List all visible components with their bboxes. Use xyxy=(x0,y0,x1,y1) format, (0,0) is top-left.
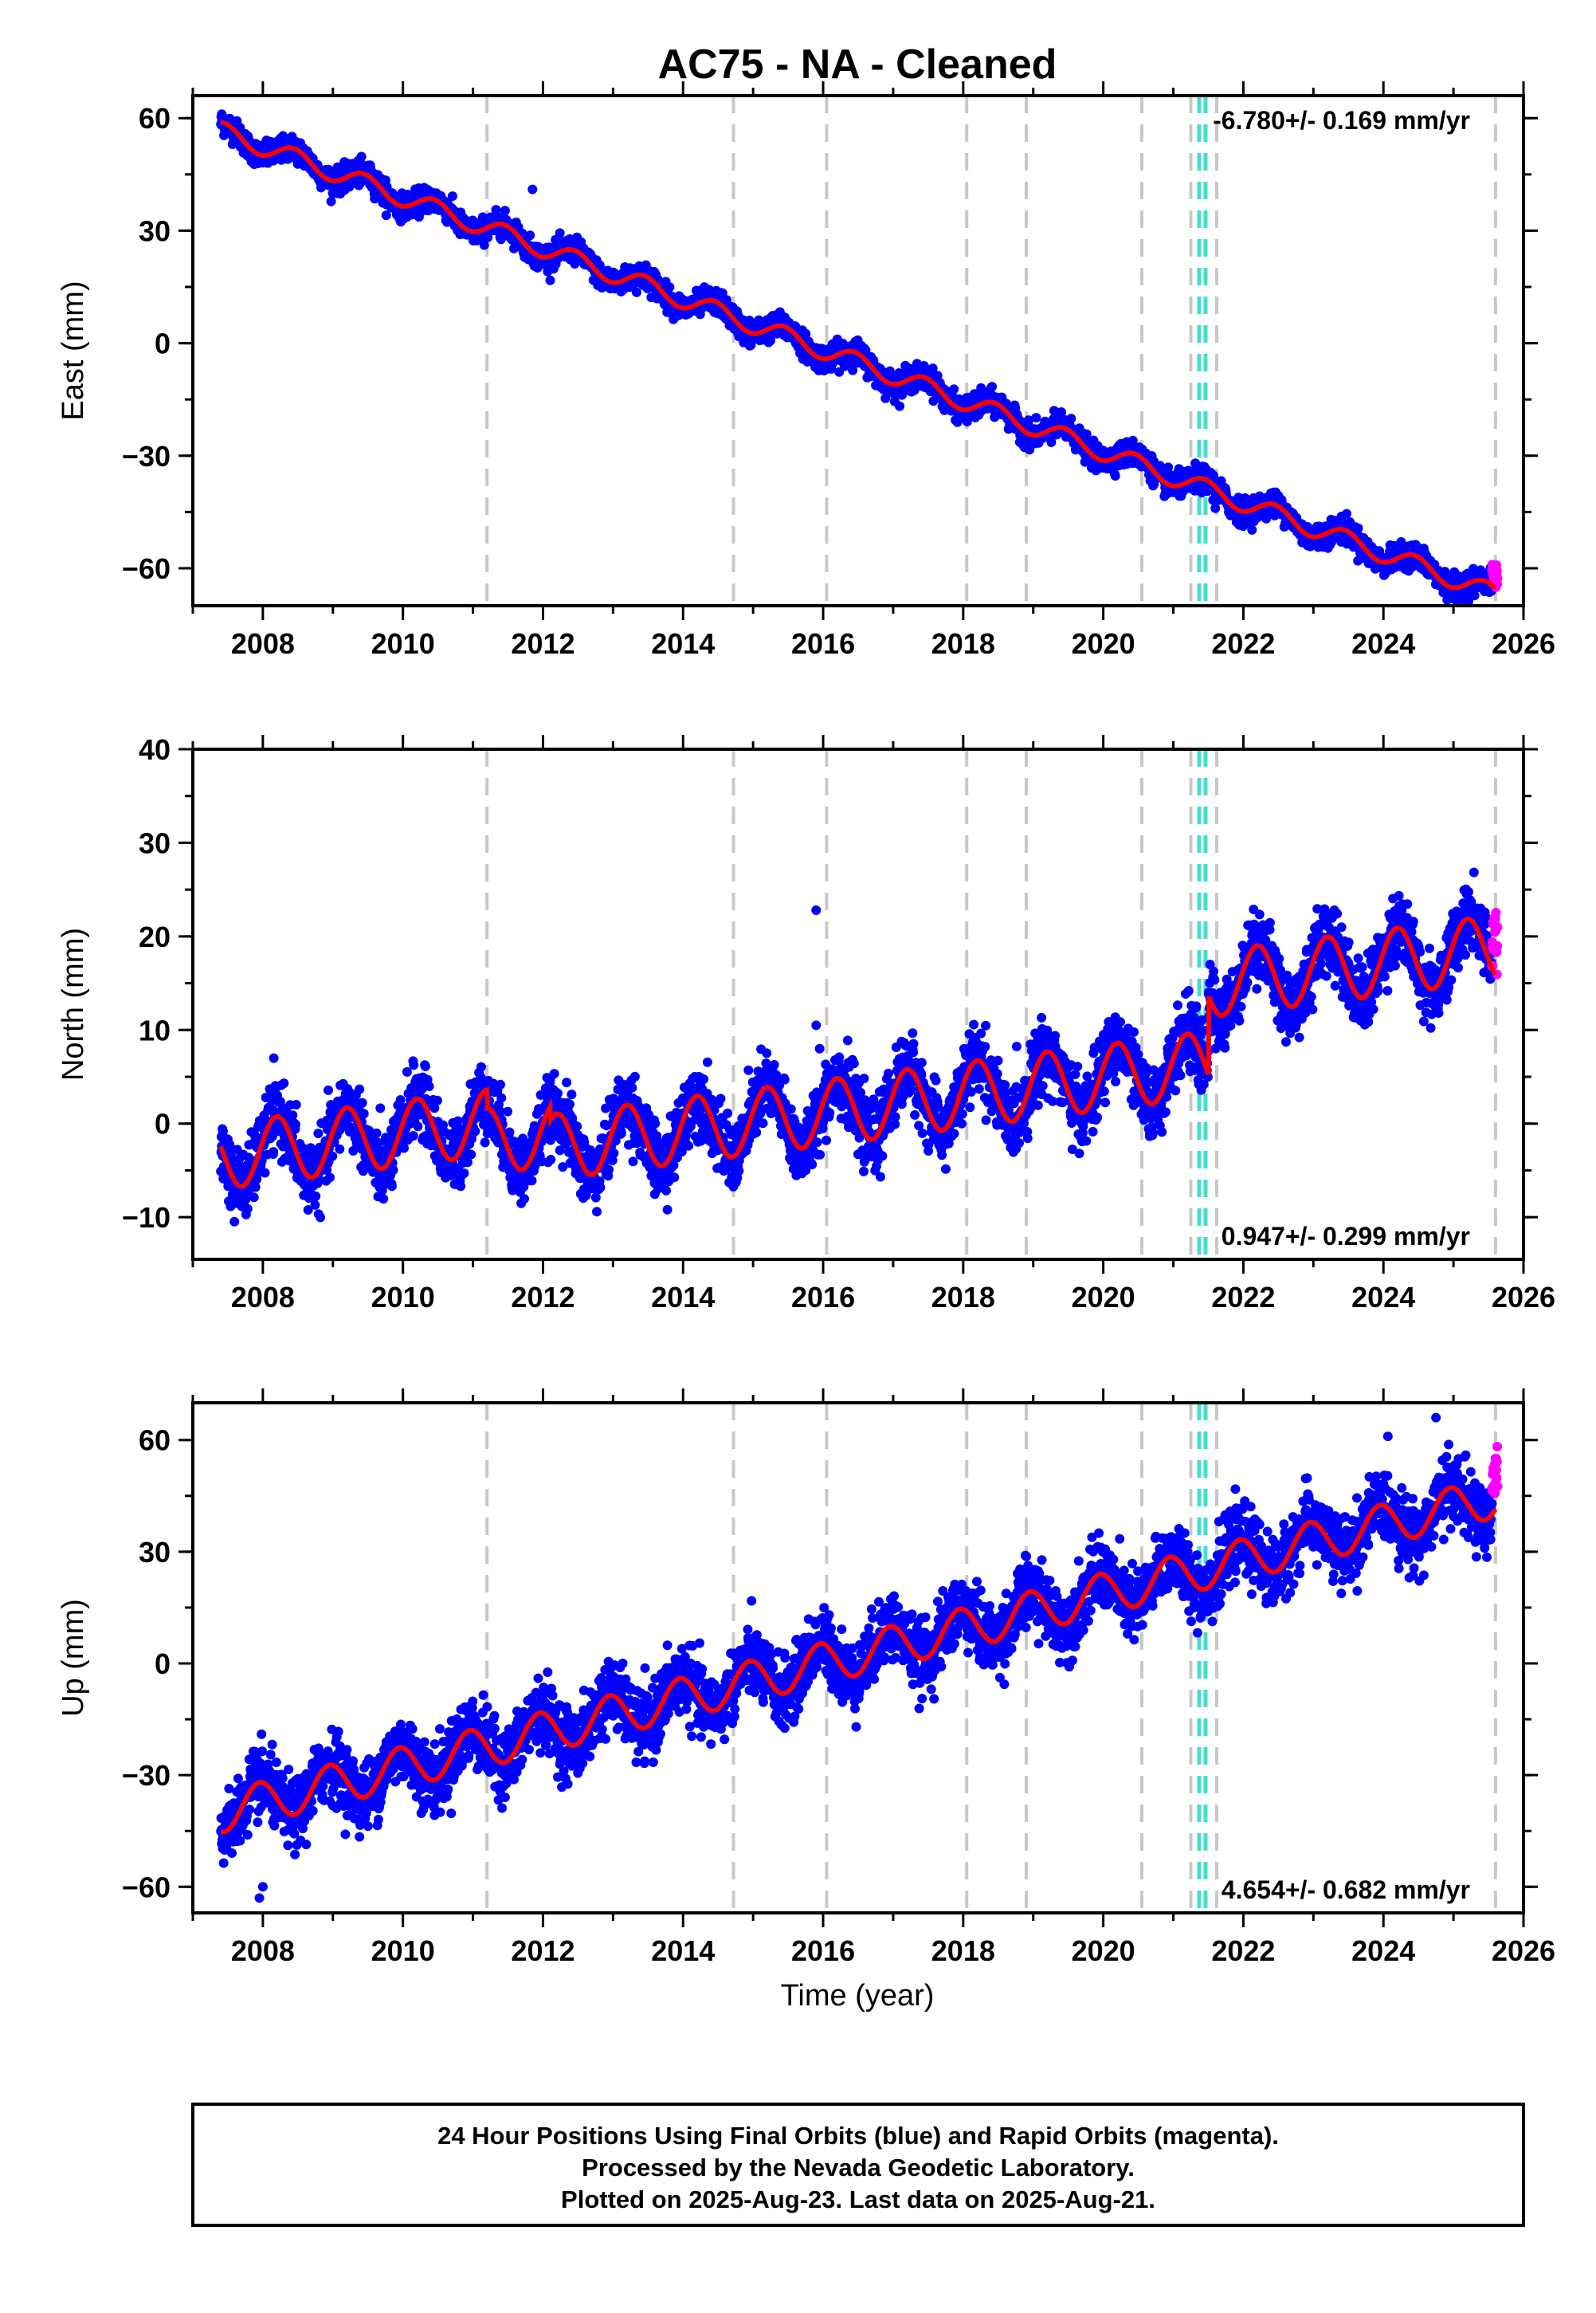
final-orbit-point xyxy=(326,196,336,206)
final-orbit-point xyxy=(895,401,905,411)
final-orbit-point xyxy=(288,1110,298,1121)
final-orbit-point xyxy=(375,1103,386,1113)
final-orbit-point xyxy=(949,384,959,395)
final-orbit-point xyxy=(665,282,675,293)
outlier-point xyxy=(1210,503,1221,513)
x-tick-label: 2010 xyxy=(371,627,435,660)
final-orbit-point xyxy=(371,1128,382,1138)
final-orbit-point xyxy=(291,1100,301,1109)
x-tick-label: 2014 xyxy=(651,627,715,660)
x-tick-label: 2020 xyxy=(1072,627,1135,660)
final-orbit-point xyxy=(324,1085,333,1095)
final-orbit-point xyxy=(897,390,908,400)
final-orbit-point xyxy=(766,336,775,346)
final-orbit-point xyxy=(1046,437,1057,447)
final-orbit-point xyxy=(466,1149,476,1160)
final-orbit-point xyxy=(1066,414,1076,424)
x-tick-label: 2018 xyxy=(931,627,995,660)
final-orbit-point xyxy=(545,275,555,285)
final-orbit-point xyxy=(413,1121,423,1132)
y-tick-label: −30 xyxy=(122,440,171,473)
x-tick-label: 2022 xyxy=(1211,627,1275,660)
final-orbit-point xyxy=(1031,413,1041,423)
final-orbit-point xyxy=(801,328,811,339)
final-orbit-point xyxy=(424,1082,434,1091)
final-orbit-point xyxy=(1247,524,1257,535)
final-orbit-point xyxy=(388,1164,398,1175)
final-orbit-point xyxy=(976,383,986,393)
final-orbit-point xyxy=(432,1095,442,1105)
final-orbit-point xyxy=(249,1192,259,1203)
figure-title: AC75 - NA - Cleaned xyxy=(658,41,1057,88)
rapid-orbit-point xyxy=(1492,573,1503,583)
final-orbit-point xyxy=(470,1126,480,1137)
final-orbit-point xyxy=(290,1119,300,1129)
final-orbit-point xyxy=(1110,471,1120,481)
final-orbit-point xyxy=(1342,509,1351,519)
final-orbit-point xyxy=(631,287,641,297)
final-orbit-point xyxy=(252,1174,262,1184)
final-orbit-point xyxy=(555,228,565,238)
y-axis-label: East (mm) xyxy=(57,281,90,420)
final-orbit-point xyxy=(327,1151,338,1161)
final-orbit-point xyxy=(313,1129,324,1139)
final-orbit-point xyxy=(260,1168,270,1178)
y-tick-label: −60 xyxy=(122,552,171,585)
final-orbit-point xyxy=(378,1194,389,1204)
final-orbit-point xyxy=(399,1143,409,1153)
final-orbit-point xyxy=(359,1109,369,1119)
final-orbit-point xyxy=(420,1061,430,1071)
plot-area xyxy=(216,96,1503,606)
y-tick-label: 60 xyxy=(139,102,171,135)
final-orbit-point xyxy=(500,206,510,216)
final-orbit-point xyxy=(386,1181,397,1192)
final-orbit-point xyxy=(409,1060,419,1070)
final-orbit-point xyxy=(355,1084,365,1094)
final-orbit-point xyxy=(848,365,858,375)
final-orbit-point xyxy=(381,210,391,221)
final-orbit-point xyxy=(402,1066,412,1077)
final-orbit-point xyxy=(408,1131,418,1141)
y-tick-label: 0 xyxy=(155,328,171,360)
final-orbit-point xyxy=(316,1212,326,1223)
final-orbit-point xyxy=(357,1098,367,1108)
final-orbit-point xyxy=(269,1147,279,1157)
y-tick-label: 30 xyxy=(139,214,171,247)
final-orbit-point xyxy=(459,1168,469,1178)
final-orbit-point xyxy=(310,1200,320,1210)
final-orbit-point xyxy=(229,1216,240,1227)
final-orbit-point xyxy=(356,151,367,162)
final-orbit-point xyxy=(717,288,727,298)
final-orbit-point xyxy=(242,1204,253,1214)
final-orbit-point xyxy=(479,240,489,250)
final-orbit-point xyxy=(269,1053,279,1063)
x-tick-label: 2026 xyxy=(1492,627,1555,660)
x-tick-label: 2008 xyxy=(231,627,295,660)
final-orbit-point xyxy=(447,191,457,202)
x-tick-label: 2016 xyxy=(791,627,855,660)
final-orbit-point xyxy=(927,363,938,374)
outlier-point xyxy=(527,184,538,194)
velocity-rate-label: -6.780+/- 0.169 mm/yr xyxy=(1213,106,1470,135)
final-orbit-point xyxy=(456,1181,466,1192)
final-orbit-point xyxy=(525,230,535,241)
final-orbit-point xyxy=(987,382,997,392)
final-orbit-point xyxy=(1023,415,1033,426)
final-orbit-point xyxy=(311,1191,321,1201)
panel-east: 2008 2010 2012 2014 2016 2018 2020 2022 2024 2026… xyxy=(57,81,1555,660)
final-orbit-point xyxy=(335,1144,345,1154)
final-orbit-point xyxy=(279,1078,289,1089)
final-orbit-point xyxy=(325,1172,335,1183)
x-tick-label: 2012 xyxy=(511,627,574,660)
x-tick-label: 2024 xyxy=(1351,627,1415,660)
